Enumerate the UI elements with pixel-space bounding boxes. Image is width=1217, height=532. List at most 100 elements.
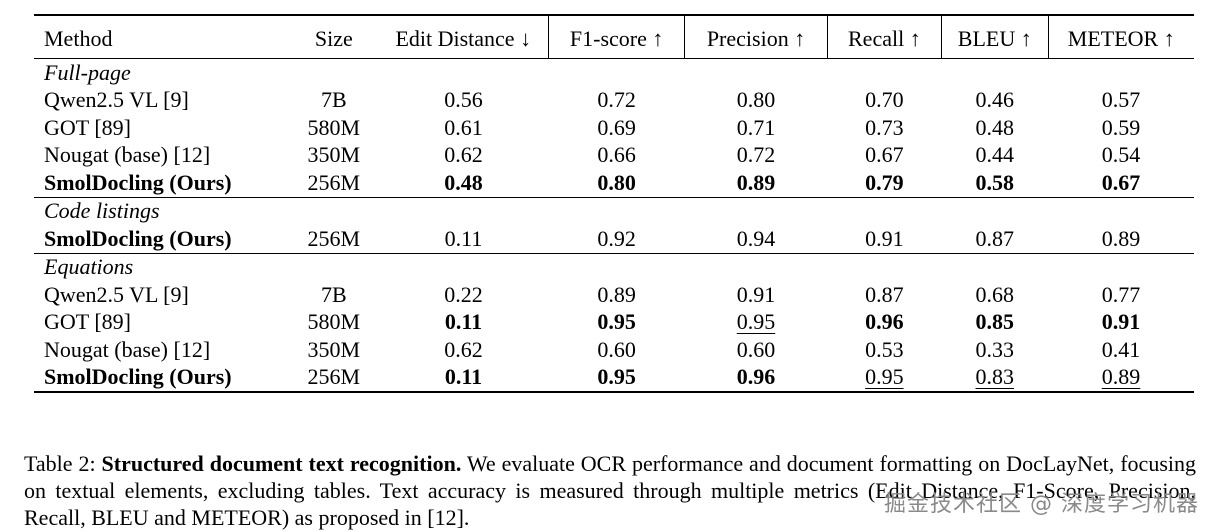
cell-f1: 0.92 <box>597 225 636 251</box>
cell-bleu: 0.85 <box>975 309 1015 335</box>
cell-method: SmolDocling (Ours) <box>44 169 232 195</box>
cell-edit-distance: 0.62 <box>444 336 483 362</box>
cell-meteor: 0.67 <box>1101 169 1141 195</box>
table-row: Nougat (base) [12] 350M 0.62 0.60 0.60 0… <box>34 336 1194 364</box>
cell-bleu: 0.87 <box>975 225 1015 251</box>
group-label-row: Code listings <box>34 197 1194 225</box>
cell-f1: 0.60 <box>597 336 636 362</box>
cell-f1: 0.89 <box>597 281 636 307</box>
cell-edit-distance: 0.11 <box>444 225 483 251</box>
cell-method: Qwen2.5 VL [9] <box>44 281 189 307</box>
cell-meteor-value: 0.89 <box>1101 364 1141 390</box>
header-size: Size <box>314 26 353 51</box>
cell-precision: 0.96 <box>736 364 776 390</box>
cell-edit-distance: 0.48 <box>444 169 483 195</box>
header-f1: F1-score ↑ <box>548 15 686 59</box>
group-label-row: Equations <box>34 253 1194 281</box>
table-row: SmolDocling (Ours) 256M 0.11 0.92 0.94 0… <box>34 225 1194 253</box>
cell-meteor: 0.89 <box>1048 364 1194 393</box>
cell-method: Nougat (base) [12] <box>44 142 211 168</box>
group-label: Equations <box>44 254 134 280</box>
cell-recall: 0.53 <box>865 336 904 362</box>
table-row: SmolDocling (Ours) 256M 0.11 0.95 0.96 0… <box>34 364 1194 393</box>
table-row: SmolDocling (Ours) 256M 0.48 0.80 0.89 0… <box>34 169 1194 197</box>
cell-precision: 0.95 <box>685 309 827 337</box>
caption-title: Structured document text recognition. <box>101 451 462 476</box>
cell-f1: 0.66 <box>597 142 636 168</box>
cell-method: SmolDocling (Ours) <box>44 364 232 390</box>
cell-recall: 0.95 <box>827 364 941 393</box>
cell-bleu: 0.58 <box>975 169 1015 195</box>
cell-recall: 0.87 <box>865 281 904 307</box>
cell-precision: 0.71 <box>736 114 776 140</box>
results-table-container: Method Size Edit Distance ↓ F1-score ↑ P… <box>34 14 1194 393</box>
cell-meteor: 0.59 <box>1101 114 1141 140</box>
cell-size: 256M <box>307 364 361 390</box>
caption-label: Table 2: <box>24 451 102 476</box>
cell-bleu: 0.46 <box>975 87 1015 113</box>
cell-f1: 0.95 <box>597 364 636 390</box>
group-label: Full-page <box>44 59 131 85</box>
cell-recall: 0.79 <box>865 169 904 195</box>
table-row: Qwen2.5 VL [9] 7B 0.56 0.72 0.80 0.70 0.… <box>34 87 1194 115</box>
cell-edit-distance: 0.11 <box>444 309 483 335</box>
cell-f1: 0.69 <box>597 114 636 140</box>
cell-bleu-value: 0.83 <box>975 364 1015 390</box>
cell-edit-distance: 0.62 <box>444 142 483 168</box>
cell-precision: 0.72 <box>736 142 776 168</box>
cell-method: Qwen2.5 VL [9] <box>44 87 189 113</box>
cell-precision-value: 0.95 <box>736 309 776 335</box>
cell-f1: 0.95 <box>597 309 636 335</box>
group-label: Code listings <box>44 198 160 224</box>
cell-method: Nougat (base) [12] <box>44 336 211 362</box>
table-row: GOT [89] 580M 0.61 0.69 0.71 0.73 0.48 0… <box>34 114 1194 142</box>
cell-edit-distance: 0.61 <box>444 114 483 140</box>
cell-precision: 0.94 <box>736 225 776 251</box>
cell-size: 350M <box>307 336 361 362</box>
cell-meteor: 0.41 <box>1101 336 1141 362</box>
cell-size: 7B <box>320 87 347 113</box>
header-meteor: METEOR ↑ <box>1067 26 1175 51</box>
header-bleu: BLEU ↑ <box>941 15 1049 59</box>
header-recall: Recall ↑ <box>827 15 943 59</box>
cell-method: GOT [89] <box>44 114 131 140</box>
cell-method: SmolDocling (Ours) <box>44 225 232 251</box>
cell-recall: 0.70 <box>865 87 904 113</box>
header-method: Method <box>44 26 113 51</box>
cell-f1: 0.80 <box>597 169 636 195</box>
header-precision: Precision ↑ <box>684 15 828 59</box>
cell-recall: 0.91 <box>865 225 904 251</box>
caption-body: We evaluate OCR performance and document… <box>24 451 1197 530</box>
cell-edit-distance: 0.56 <box>444 87 483 113</box>
header-edit-distance: Edit Distance ↓ <box>378 15 549 59</box>
cell-recall: 0.96 <box>865 309 904 335</box>
cell-meteor: 0.54 <box>1101 142 1141 168</box>
cell-bleu: 0.48 <box>975 114 1015 140</box>
cell-size: 256M <box>307 225 361 251</box>
cell-bleu: 0.68 <box>975 281 1015 307</box>
cell-f1: 0.72 <box>597 87 636 113</box>
cell-meteor: 0.57 <box>1101 87 1141 113</box>
cell-method: GOT [89] <box>44 309 131 335</box>
group-label-row: Full-page <box>34 59 1194 87</box>
cell-precision: 0.80 <box>736 87 776 113</box>
cell-size: 580M <box>307 309 361 335</box>
table-row: Nougat (base) [12] 350M 0.62 0.66 0.72 0… <box>34 142 1194 170</box>
cell-precision: 0.60 <box>736 336 776 362</box>
results-table: Method Size Edit Distance ↓ F1-score ↑ P… <box>34 14 1194 393</box>
cell-precision: 0.89 <box>736 169 776 195</box>
cell-precision: 0.91 <box>736 281 776 307</box>
cell-edit-distance: 0.22 <box>444 281 483 307</box>
watermark-text: 掘金技术社区 @ 深度学习机器 <box>884 492 1199 517</box>
cell-size: 580M <box>307 114 361 140</box>
cell-bleu: 0.33 <box>975 336 1015 362</box>
cell-meteor: 0.91 <box>1101 309 1141 335</box>
cell-meteor: 0.89 <box>1101 225 1141 251</box>
table-header-row: Method Size Edit Distance ↓ F1-score ↑ P… <box>34 15 1194 59</box>
table-caption: Table 2: Structured document text recogn… <box>24 450 1196 531</box>
cell-bleu: 0.44 <box>975 142 1015 168</box>
cell-recall-value: 0.95 <box>865 364 904 390</box>
cell-recall: 0.73 <box>865 114 904 140</box>
cell-edit-distance: 0.11 <box>444 364 483 390</box>
cell-size: 7B <box>320 281 347 307</box>
